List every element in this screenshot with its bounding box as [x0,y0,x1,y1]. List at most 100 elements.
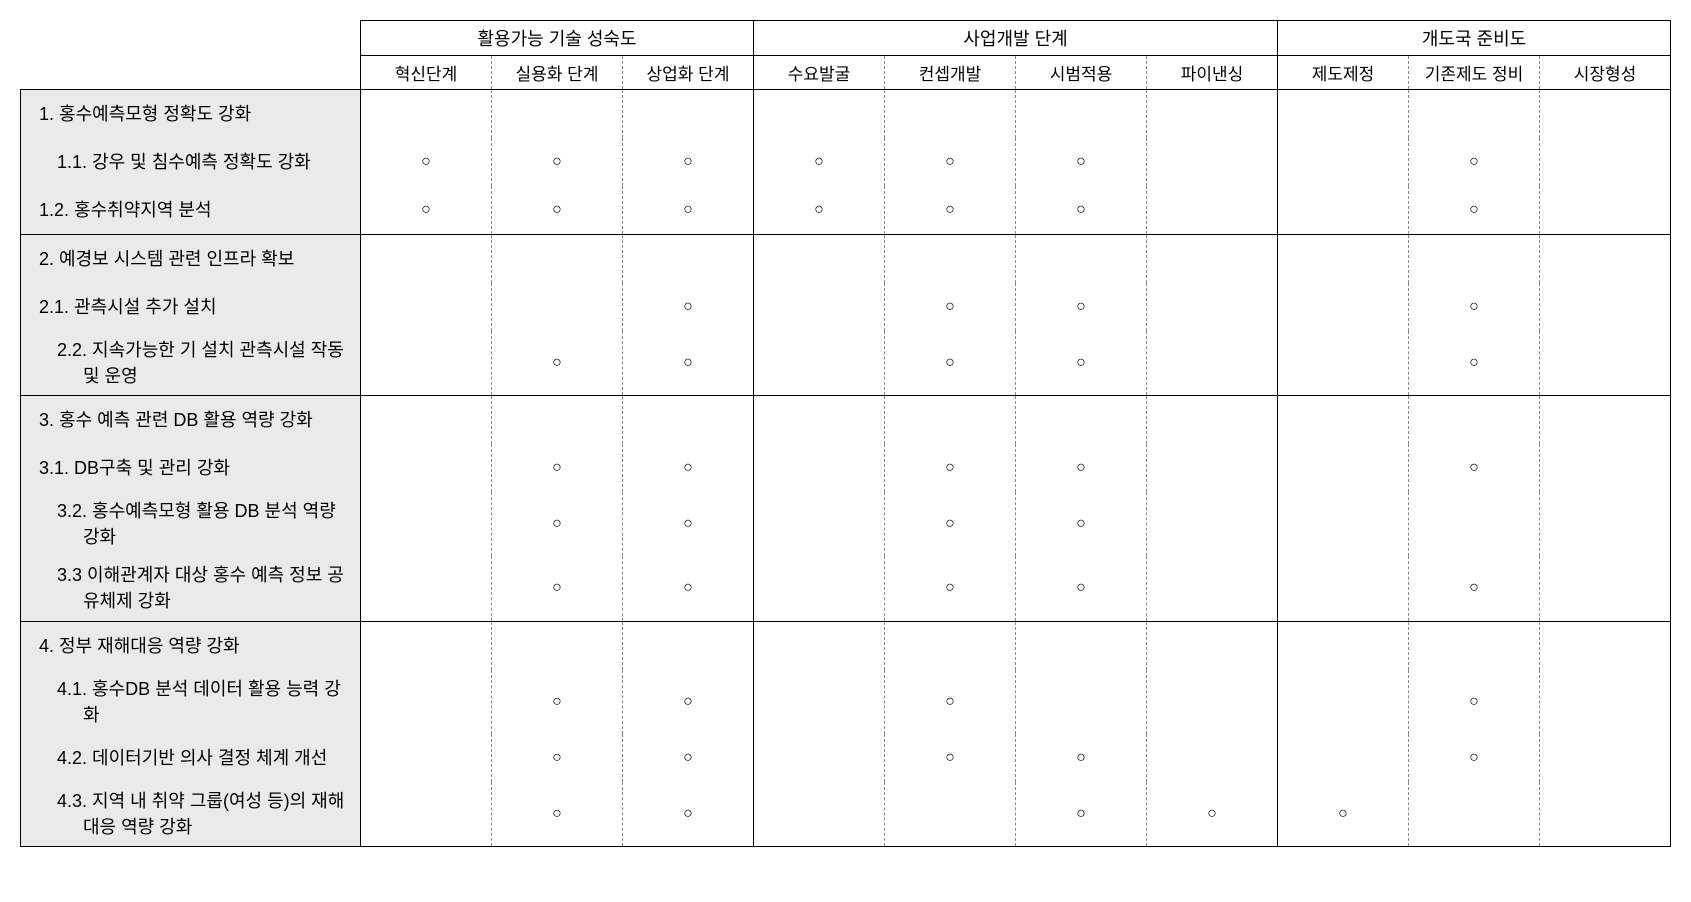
mark-cell [1540,396,1671,445]
mark-cell [1278,283,1409,331]
mark-cell: ○ [1409,556,1540,621]
mark-cell: ○ [1016,492,1147,556]
mark-cell [623,235,754,284]
mark-cell [1147,556,1278,621]
mark-cell [1147,283,1278,331]
mark-cell [623,396,754,445]
row-label: 2. 예경보 시스템 관련 인프라 확보 [21,235,361,284]
mark-cell [754,492,885,556]
mark-cell [1147,90,1278,139]
row-label: 3.1. DB구축 및 관리 강화 [21,444,361,492]
header-corner [21,56,361,90]
mark-cell [1409,782,1540,847]
mark-cell: ○ [623,283,754,331]
mark-cell [1409,90,1540,139]
mark-cell: ○ [885,138,1016,186]
header-sub: 기존제도 정비 [1409,56,1540,90]
mark-cell [1278,670,1409,734]
mark-cell: ○ [1409,734,1540,782]
mark-cell [492,396,623,445]
mark-cell: ○ [492,492,623,556]
mark-cell [492,235,623,284]
mark-cell [754,90,885,139]
table-row: 4.3. 지역 내 취약 그룹(여성 등)의 재해 대응 역량 강화○○○○○ [21,782,1671,847]
mark-cell: ○ [1409,138,1540,186]
mark-cell: ○ [1016,138,1147,186]
mark-cell [1016,670,1147,734]
mark-cell: ○ [1409,283,1540,331]
mark-cell [1540,621,1671,670]
header-sub: 실용화 단계 [492,56,623,90]
mark-cell [885,782,1016,847]
mark-cell: ○ [885,283,1016,331]
mark-cell: ○ [1409,670,1540,734]
header-group: 사업개발 단계 [754,21,1278,56]
mark-cell: ○ [754,186,885,235]
row-label: 3. 홍수 예측 관련 DB 활용 역량 강화 [21,396,361,445]
mark-cell [885,396,1016,445]
mark-cell: ○ [623,734,754,782]
mark-cell: ○ [623,492,754,556]
mark-cell [754,621,885,670]
mark-cell [1278,186,1409,235]
mark-cell: ○ [885,734,1016,782]
row-label: 4.2. 데이터기반 의사 결정 체계 개선 [21,734,361,782]
row-label: 1.2. 홍수취약지역 분석 [21,186,361,235]
mark-cell [361,556,492,621]
table-row: 2.1. 관측시설 추가 설치○○○○ [21,283,1671,331]
mark-cell: ○ [1409,444,1540,492]
mark-cell: ○ [885,492,1016,556]
mark-cell: ○ [754,138,885,186]
header-sub: 제도제정 [1278,56,1409,90]
mark-cell [1016,90,1147,139]
mark-cell: ○ [361,138,492,186]
header-sub: 상업화 단계 [623,56,754,90]
mark-cell [885,235,1016,284]
header-sub: 혁신단계 [361,56,492,90]
mark-cell [361,670,492,734]
mark-cell [1016,621,1147,670]
mark-cell [1147,621,1278,670]
mark-cell [361,283,492,331]
mark-cell [1147,734,1278,782]
mark-cell [754,283,885,331]
row-label: 2.1. 관측시설 추가 설치 [21,283,361,331]
mark-cell: ○ [623,331,754,396]
header-sub: 시장형성 [1540,56,1671,90]
mark-cell: ○ [492,331,623,396]
header-sub: 수요발굴 [754,56,885,90]
mark-cell [885,621,1016,670]
mark-cell [1540,492,1671,556]
header-sub: 컨셉개발 [885,56,1016,90]
row-label: 4.3. 지역 내 취약 그룹(여성 등)의 재해 대응 역량 강화 [21,782,361,847]
mark-cell [1540,734,1671,782]
mark-cell [623,90,754,139]
mark-cell: ○ [1016,186,1147,235]
mark-cell: ○ [1147,782,1278,847]
mark-cell [1278,621,1409,670]
mark-cell [754,331,885,396]
mark-cell: ○ [1016,734,1147,782]
mark-cell [1409,492,1540,556]
mark-cell [1278,331,1409,396]
row-label: 1. 홍수예측모형 정확도 강화 [21,90,361,139]
mark-cell [1540,782,1671,847]
mark-cell [1540,90,1671,139]
table-row: 1.2. 홍수취약지역 분석○○○○○○○ [21,186,1671,235]
header-corner [21,21,361,56]
mark-cell [1540,670,1671,734]
mark-cell [1540,331,1671,396]
table-row: 4. 정부 재해대응 역량 강화 [21,621,1671,670]
mark-cell [1147,670,1278,734]
table-row: 3.1. DB구축 및 관리 강화○○○○○ [21,444,1671,492]
mark-cell [885,90,1016,139]
mark-cell [1278,492,1409,556]
row-label: 2.2. 지속가능한 기 설치 관측시설 작동 및 운영 [21,331,361,396]
mark-cell: ○ [1016,331,1147,396]
mark-cell: ○ [1278,782,1409,847]
mark-cell [492,621,623,670]
mark-cell: ○ [1409,186,1540,235]
mark-cell: ○ [492,782,623,847]
mark-cell: ○ [492,186,623,235]
mark-cell [754,444,885,492]
